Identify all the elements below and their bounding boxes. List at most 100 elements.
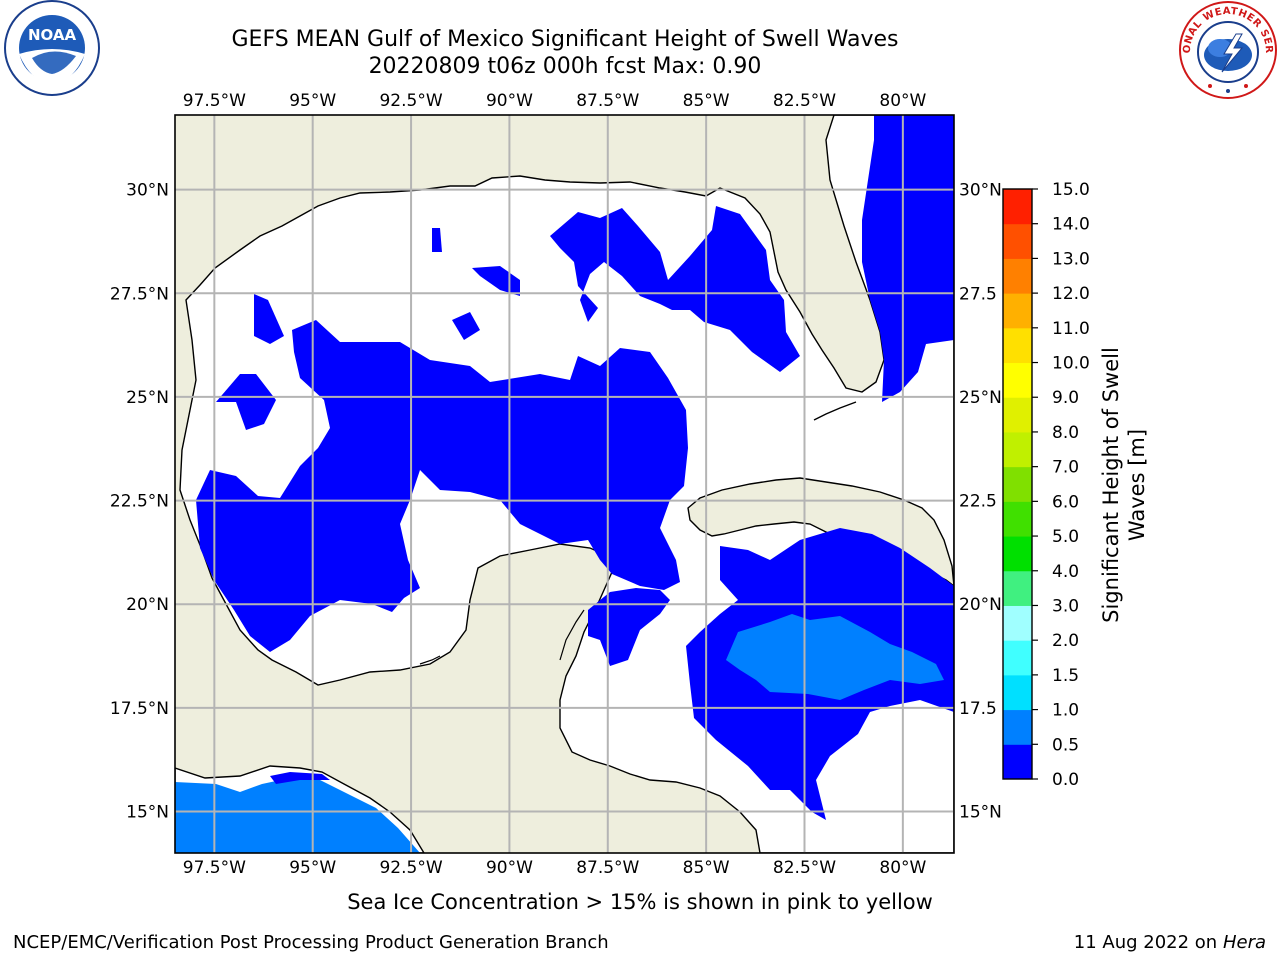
lat-label-left: 15°N	[126, 803, 169, 823]
lat-label-left: 30°N	[126, 181, 169, 201]
colorbar-label-line2: Waves [m]	[1125, 428, 1149, 542]
national-weather-service-logo: NATIONAL WEATHER SERVICE	[1178, 0, 1277, 99]
lon-label-bottom: 90°W	[486, 858, 533, 878]
colorbar-blocks	[1003, 189, 1032, 780]
colorbar-tick-label: 12.0	[1052, 284, 1090, 304]
chart-subtitle: 20220809 t06z 000h fcst Max: 0.90	[368, 54, 762, 79]
lon-label-top: 85°W	[683, 91, 730, 111]
chart-title: GEFS MEAN Gulf of Mexico Significant Hei…	[231, 27, 899, 52]
lat-label-right: 15°N	[959, 803, 1002, 823]
colorbar-label: Significant Height of Swell Waves [m]	[1098, 335, 1158, 635]
swell-band-0.0-0.5-nw	[216, 374, 276, 430]
colorbar-block	[1003, 674, 1032, 711]
colorbar-tick-label: 0.5	[1052, 735, 1079, 755]
lat-label-right: 25°N	[959, 388, 1002, 408]
colorbar-tick-label: 11.0	[1052, 319, 1090, 339]
lon-label-bottom: 82.5°W	[773, 858, 836, 878]
swell-band-0.0-0.5-spot2	[452, 312, 480, 340]
colorbar-block	[1003, 362, 1032, 398]
lon-label-bottom: 95°W	[289, 858, 336, 878]
colorbar-tick-label: 0.0	[1052, 770, 1079, 790]
colorbar-block	[1003, 397, 1032, 433]
lat-label-right: 22.5	[959, 492, 997, 512]
colorbar-block	[1003, 640, 1032, 676]
lon-label-top: 82.5°W	[773, 91, 836, 111]
colorbar-tick-label: 9.0	[1052, 388, 1079, 408]
colorbar-block	[1003, 327, 1032, 364]
lon-labels-bottom: 97.5°W 95°W 92.5°W 90°W 87.5°W 85°W 82.5°W 80°W	[183, 858, 927, 878]
colorbar-tick-label: 14.0	[1052, 215, 1090, 235]
lat-label-left: 22.5°N	[110, 492, 169, 512]
colorbar-block	[1003, 189, 1032, 225]
swell-band-0.5-1.0-pacific	[175, 778, 420, 853]
colorbar-block	[1003, 223, 1032, 259]
lat-label-right: 20°N	[959, 595, 1002, 615]
footer-date: 11 Aug 2022 on Hera	[1074, 932, 1266, 953]
swell-height-field	[175, 115, 954, 853]
lon-label-bottom: 80°W	[879, 858, 926, 878]
swell-band-0.0-0.5	[196, 320, 688, 652]
lon-label-top: 90°W	[486, 91, 533, 111]
noaa-logo-text: NOAA	[28, 26, 77, 44]
lat-labels-left: 30°N 27.5°N 25°N 22.5°N 20°N 17.5°N 15°N	[110, 181, 169, 823]
footer-date-text: 11 Aug 2022 on	[1073, 932, 1218, 953]
map-panel: 97.5°W 95°W 92.5°W 90°W 87.5°W 85°W 82.5°W 80°W…	[110, 91, 1002, 878]
lon-label-top: 95°W	[289, 91, 336, 111]
lat-label-left: 17.5°N	[110, 699, 169, 719]
colorbar-tick-label: 5.0	[1052, 527, 1079, 547]
colorbar-frame	[1002, 188, 1033, 780]
sea-ice-note: Sea Ice Concentration > 15% is shown in …	[0, 890, 1280, 914]
lon-label-top: 87.5°W	[576, 91, 639, 111]
colorbar-tick-label: 13.0	[1052, 249, 1090, 269]
colorbar-tick-label: 1.0	[1052, 701, 1079, 721]
colorbar-block	[1003, 293, 1032, 329]
noaa-logo: NOAA	[4, 0, 100, 96]
swell-band-0.0-0.5-westcentral	[254, 294, 284, 344]
florida-keys	[813, 401, 857, 421]
footer-credit: NCEP/EMC/Verification Post Processing Pr…	[13, 932, 609, 953]
colorbar-tick-label: 1.5	[1052, 666, 1079, 686]
lon-label-bottom: 92.5°W	[379, 858, 442, 878]
colorbar-block	[1003, 466, 1032, 502]
sea-ice-note-text: Sea Ice Concentration > 15% is shown in …	[347, 890, 933, 914]
lon-labels-top: 97.5°W 95°W 92.5°W 90°W 87.5°W 85°W 82.5°W 80°W	[183, 91, 927, 111]
colorbar-block	[1003, 431, 1032, 468]
colorbar-block	[1003, 570, 1032, 606]
colorbar-block	[1003, 258, 1032, 294]
lat-label-right: 17.5	[959, 699, 997, 719]
yucatan-coast	[419, 609, 585, 665]
colorbar-tick-label: 4.0	[1052, 562, 1079, 582]
lat-label-left: 25°N	[126, 388, 169, 408]
swell-band-0.5-1.0	[726, 614, 944, 700]
graticule	[175, 115, 954, 853]
colorbar-tick-label: 8.0	[1052, 423, 1079, 443]
colorbar-block	[1003, 709, 1032, 745]
lon-label-bottom: 97.5°W	[183, 858, 246, 878]
lon-label-top: 80°W	[879, 91, 926, 111]
colorbar-tick-label: 3.0	[1052, 596, 1079, 616]
lat-label-left: 27.5°N	[110, 284, 169, 304]
colorbar-ticks: 0.0 0.5 1.0 1.5 2.0 3.0 4.0 5.0 6.0 7.0 8.0 9.0 10.0…	[1032, 180, 1090, 790]
lon-label-top: 92.5°W	[379, 91, 442, 111]
colorbar-tick-label: 2.0	[1052, 631, 1079, 651]
lat-label-right: 30°N	[959, 181, 1002, 201]
swell-band-0.0-0.5-pacific	[270, 772, 330, 784]
colorbar-tick-label: 6.0	[1052, 492, 1079, 512]
lon-label-top: 97.5°W	[183, 91, 246, 111]
colorbar-label-line1: Significant Height of Swell	[1099, 347, 1123, 623]
lat-label-left: 20°N	[126, 595, 169, 615]
swell-band-0.0-0.5-spot1	[472, 266, 520, 296]
swell-band-0.0-0.5-north	[550, 206, 800, 372]
colorbar-block	[1003, 744, 1032, 780]
lat-label-right: 27.5	[959, 284, 997, 304]
swell-band-0.0-0.5-east	[862, 115, 954, 402]
lat-labels-right: 30°N 27.5 25°N 22.5 20°N 17.5 15°N	[959, 181, 1002, 823]
colorbar-block	[1003, 536, 1032, 572]
colorbar-tick-label: 7.0	[1052, 458, 1079, 478]
colorbar: 0.0 0.5 1.0 1.5 2.0 3.0 4.0 5.0 6.0 7.0 8.0 9.0 10.0…	[1002, 180, 1090, 790]
lon-label-bottom: 85°W	[683, 858, 730, 878]
colorbar-tick-label: 15.0	[1052, 180, 1090, 200]
colorbar-tick-label: 10.0	[1052, 354, 1090, 374]
colorbar-block	[1003, 605, 1032, 641]
